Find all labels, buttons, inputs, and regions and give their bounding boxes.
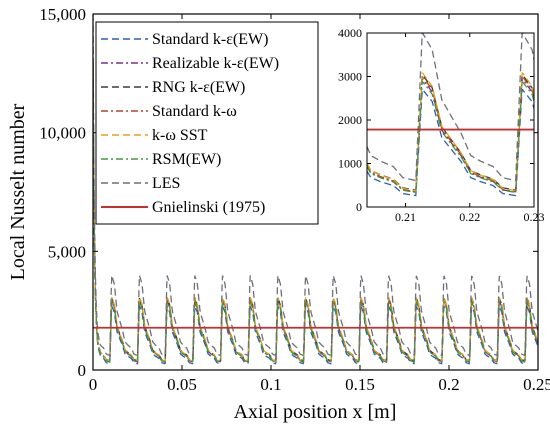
inset-x-tick-label: 0.21 [395, 210, 416, 224]
inset-y-tick-label: 4000 [338, 26, 362, 40]
inset-series-line-6 [367, 33, 534, 182]
main-y-tick-label: 10,000 [39, 124, 86, 143]
main-y-tick-label: 5,000 [48, 242, 86, 261]
main-y-tick-label: 0 [78, 361, 87, 380]
main-x-tick-label: 0.2 [438, 375, 459, 394]
main-axes-frame [92, 13, 539, 371]
main-ticks: 0 0.05 0.1 0.15 0.2 0.25 0 5,000 10,000 15,000 [39, 5, 550, 394]
legend-label: k-ω SST [152, 127, 208, 144]
main-x-tick-label: 0.15 [345, 375, 375, 394]
main-plot-area [93, 14, 538, 365]
main-series-line-4 [93, 62, 538, 362]
legend-label: Gnielinski (1975) [152, 199, 265, 216]
y-axis-title: Local Nusselt number [7, 103, 29, 280]
main-series-line-6 [93, 14, 538, 357]
legend-label: Standard k-ε(EW) [152, 31, 268, 48]
inset-x-tick-label: 0.22 [459, 210, 480, 224]
inset-plot: 0.21 0.22 0.23 0 1000 2000 3000 4000 [338, 26, 545, 224]
main-x-tick-label: 0.25 [523, 375, 550, 394]
inset-series-line-3 [367, 75, 534, 193]
inset-y-tick-label: 2000 [338, 113, 362, 127]
legend-label: Realizable k-ε(EW) [152, 55, 279, 72]
inset-x-tick-label: 0.23 [524, 210, 545, 224]
inset-y-tick-label: 3000 [338, 70, 362, 84]
x-axis-title: Axial position x [m] [234, 401, 397, 423]
main-x-tick-label: 0.05 [167, 375, 197, 394]
main-y-tick-label: 15,000 [39, 5, 86, 24]
legend-label: Standard k-ω [152, 103, 237, 120]
legend: Standard k-ε(EW) Realizable k-ε(EW) RNG k-… [95, 21, 319, 225]
legend-label: LES [152, 175, 180, 192]
main-x-tick-label: 0.1 [260, 375, 281, 394]
main-series-line-5 [93, 62, 538, 363]
main-x-tick-label: 0 [89, 375, 98, 394]
legend-box [95, 21, 319, 225]
inset-plot-area [367, 33, 534, 197]
inset-y-tick-label: 1000 [338, 157, 362, 171]
inset-series-line-5 [367, 81, 534, 194]
legend-label: RSM(EW) [152, 151, 221, 168]
inset-y-tick-label: 0 [356, 200, 362, 214]
legend-label: RNG k-ε(EW) [152, 79, 245, 96]
inset-series-line-0 [367, 88, 534, 197]
inset-series-line-4 [367, 72, 534, 192]
inset-ticks: 0.21 0.22 0.23 0 1000 2000 3000 4000 [338, 26, 545, 224]
